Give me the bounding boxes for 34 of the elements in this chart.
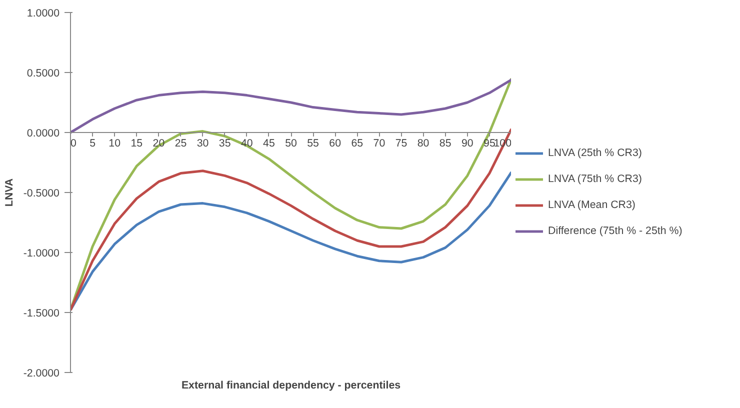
x-tick-label: 65	[351, 138, 364, 150]
x-tick-label: 75	[395, 138, 408, 150]
legend-label: LNVA (75th % CR3)	[548, 173, 642, 185]
y-tick-label: 1.0000	[26, 8, 60, 20]
x-tick-label: 25	[174, 138, 187, 150]
line-series	[70, 128, 511, 312]
x-tick-label: 5	[90, 138, 96, 150]
y-tick-label: -1.5000	[23, 308, 60, 320]
x-tick-label: 15	[130, 138, 143, 150]
x-tick-label: 55	[307, 138, 320, 150]
x-tick-label: 35	[218, 138, 231, 150]
x-tick-label: 0	[70, 138, 76, 150]
line-series	[70, 78, 511, 134]
line-series	[70, 170, 511, 312]
legend-label: LNVA (25th % CR3)	[548, 147, 642, 159]
x-tick-label: 90	[461, 138, 474, 150]
y-tick-label: -0.5000	[23, 188, 60, 200]
y-tick-label: 0.0000	[26, 128, 60, 140]
x-tick-label: 70	[373, 138, 386, 150]
legend-label: LNVA (Mean CR3)	[548, 199, 636, 211]
y-tick-label: -1.0000	[23, 248, 60, 260]
x-tick-label: 45	[263, 138, 275, 150]
x-tick-label: 50	[285, 138, 297, 150]
x-tick-label: 95	[484, 138, 496, 150]
y-tick-label: 0.5000	[26, 68, 60, 80]
x-tick-label: 85	[439, 138, 452, 150]
legend-label: Difference (75th % - 25th %)	[548, 225, 682, 237]
x-tick-label: 80	[417, 138, 430, 150]
x-tick-label: 30	[196, 138, 209, 150]
x-tick-label: 10	[108, 138, 121, 150]
x-axis-title: External financial dependency - percentiles	[181, 380, 401, 392]
y-axis-title: LNVA	[3, 178, 16, 207]
y-tick-label: -2.0000	[23, 368, 60, 380]
x-tick-label: 60	[329, 138, 342, 150]
